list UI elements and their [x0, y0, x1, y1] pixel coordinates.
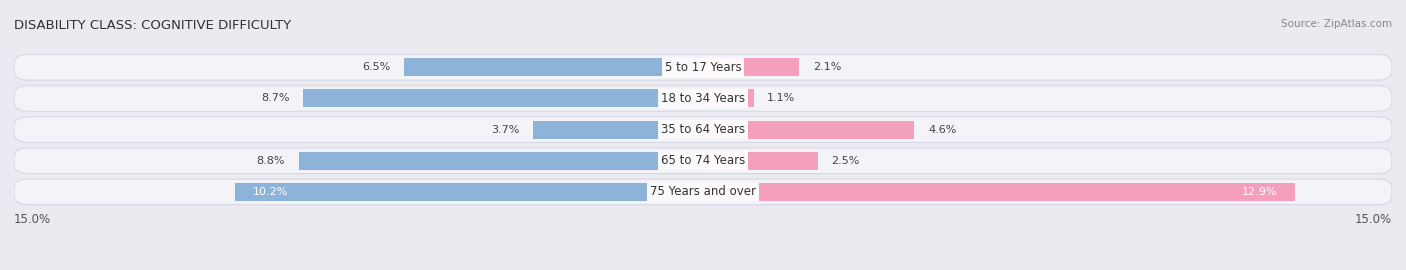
Bar [703, 121, 914, 139]
Bar [703, 89, 754, 107]
Text: 12.9%: 12.9% [1241, 187, 1277, 197]
FancyBboxPatch shape [14, 86, 1392, 111]
Text: 4.6%: 4.6% [928, 124, 956, 135]
Text: 15.0%: 15.0% [1355, 213, 1392, 226]
Text: 65 to 74 Years: 65 to 74 Years [661, 154, 745, 167]
Text: 5 to 17 Years: 5 to 17 Years [665, 61, 741, 74]
Text: 8.8%: 8.8% [256, 156, 285, 166]
Bar [235, 183, 703, 201]
FancyBboxPatch shape [14, 179, 1392, 205]
Text: 18 to 34 Years: 18 to 34 Years [661, 92, 745, 105]
Text: 1.1%: 1.1% [768, 93, 796, 103]
FancyBboxPatch shape [14, 55, 1392, 80]
FancyBboxPatch shape [14, 148, 1392, 174]
Text: 3.7%: 3.7% [491, 124, 519, 135]
FancyBboxPatch shape [14, 117, 1392, 142]
Text: 75 Years and over: 75 Years and over [650, 185, 756, 198]
Text: 2.5%: 2.5% [831, 156, 860, 166]
Legend: Male, Female: Male, Female [638, 266, 768, 270]
Text: 10.2%: 10.2% [253, 187, 288, 197]
Text: 35 to 64 Years: 35 to 64 Years [661, 123, 745, 136]
Text: 15.0%: 15.0% [14, 213, 51, 226]
Text: Source: ZipAtlas.com: Source: ZipAtlas.com [1281, 19, 1392, 29]
Text: DISABILITY CLASS: COGNITIVE DIFFICULTY: DISABILITY CLASS: COGNITIVE DIFFICULTY [14, 19, 291, 32]
Bar [703, 152, 818, 170]
Bar [405, 58, 703, 76]
Bar [703, 183, 1295, 201]
Text: 6.5%: 6.5% [363, 62, 391, 72]
Bar [533, 121, 703, 139]
Bar [299, 152, 703, 170]
Text: 8.7%: 8.7% [262, 93, 290, 103]
Bar [304, 89, 703, 107]
Text: 2.1%: 2.1% [813, 62, 842, 72]
Bar [703, 58, 800, 76]
